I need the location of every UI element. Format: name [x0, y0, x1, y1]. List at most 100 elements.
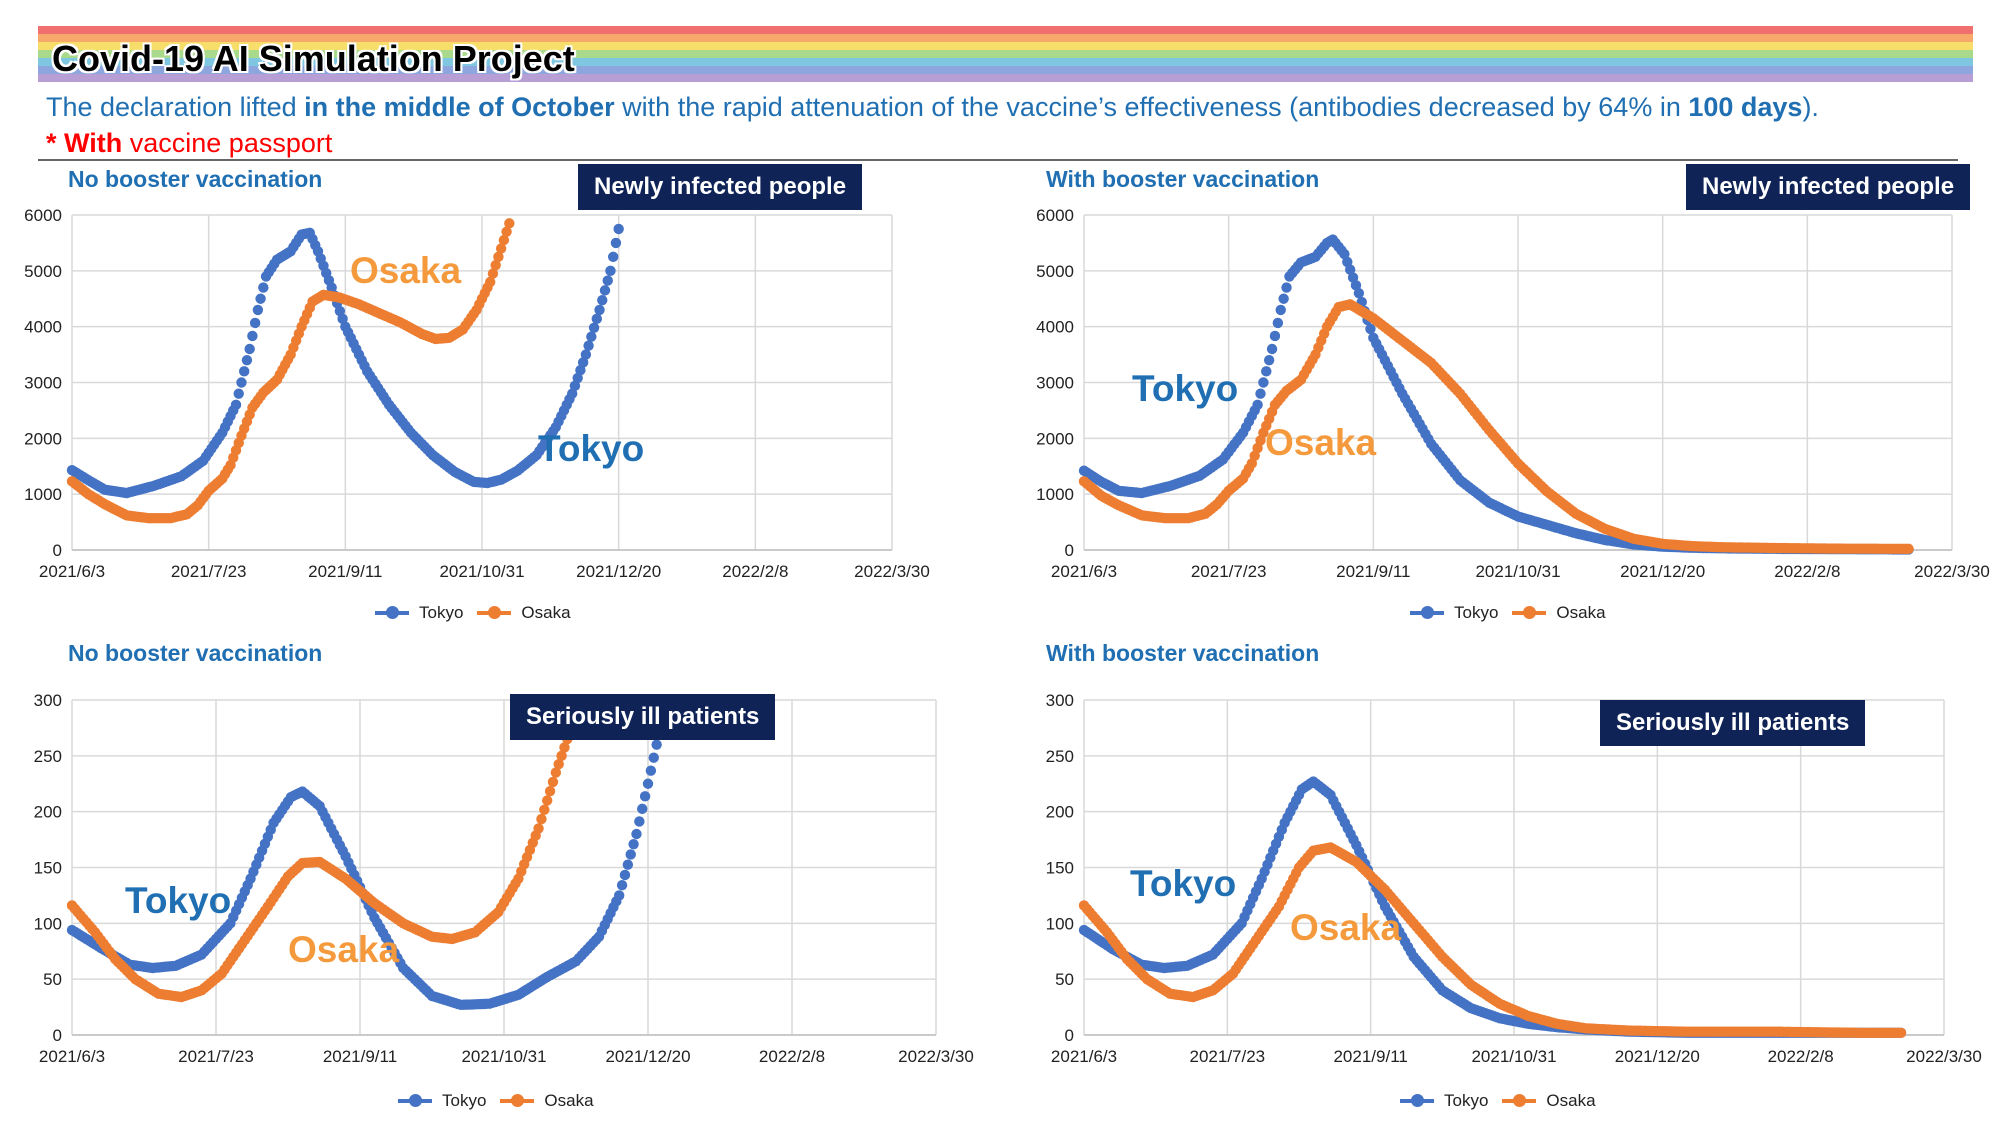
x-tick-label: 2021/12/20: [1620, 562, 1705, 581]
data-point-osaka: [553, 759, 564, 770]
callout-tokyo: Tokyo: [1132, 368, 1239, 409]
x-tick-label: 2022/3/30: [1906, 1047, 1982, 1066]
data-point-tokyo: [236, 377, 247, 388]
data-point-tokyo: [651, 739, 662, 750]
y-tick-label: 6000: [1036, 206, 1074, 225]
legend-swatch-osaka: [1502, 1094, 1537, 1107]
chart-badge: Newly infected people: [1686, 164, 1971, 210]
rainbow-stripe: [38, 74, 1973, 82]
legend-swatch-tokyo: [1410, 606, 1444, 619]
data-point-osaka: [547, 776, 559, 788]
y-tick-label: 0: [53, 1026, 62, 1045]
callout-osaka: Osaka: [288, 929, 400, 970]
data-point-tokyo: [586, 331, 597, 342]
callout-tokyo: Tokyo: [538, 428, 645, 469]
data-point-tokyo: [1350, 280, 1362, 291]
desc-part: ).: [1802, 92, 1819, 122]
desc-highlight: in the middle of October: [304, 92, 615, 122]
data-point-osaka: [539, 804, 550, 816]
y-tick-label: 50: [1055, 970, 1074, 989]
data-point-tokyo: [1365, 323, 1376, 335]
rainbow-stripe: [38, 42, 1973, 50]
chart-legend: Tokyo Osaka: [1410, 603, 1606, 623]
chart-svg: 0 1000 2000 3000 4000 5000 6000 2021/6/3 2021/7/…: [24, 206, 930, 581]
chart-badge: Newly infected people: [578, 164, 863, 210]
chart-legend: Tokyo Osaka: [375, 603, 571, 623]
data-point-tokyo: [1353, 287, 1365, 299]
x-tick-label: 2021/6/3: [39, 562, 105, 581]
desc-highlight: 100 days: [1688, 92, 1803, 122]
data-point-tokyo: [1342, 256, 1353, 268]
data-point-tokyo: [1278, 293, 1289, 304]
y-tick-label: 0: [1065, 541, 1074, 560]
data-point-osaka: [504, 218, 515, 229]
legend-swatch-tokyo: [398, 1094, 432, 1107]
chart-legend: Tokyo Osaka: [1400, 1091, 1596, 1111]
callout-osaka: Osaka: [1265, 422, 1377, 463]
y-tick-label: 6000: [24, 206, 62, 225]
desc-part: The declaration lifted: [46, 92, 305, 122]
y-tick-label: 4000: [1036, 318, 1074, 337]
y-tick-label: 250: [1046, 747, 1074, 766]
data-point-tokyo: [1258, 377, 1269, 388]
rainbow-stripe: [38, 26, 1973, 34]
x-tick-label: 2021/9/11: [1333, 1047, 1407, 1066]
data-point-tokyo: [1255, 388, 1266, 399]
callout-osaka: Osaka: [350, 250, 462, 291]
y-tick-label: 50: [43, 970, 62, 989]
data-point-tokyo: [258, 282, 269, 293]
data-point-tokyo: [591, 313, 602, 325]
data-point-osaka: [559, 742, 570, 753]
data-point-tokyo: [1275, 304, 1286, 316]
data-point-tokyo: [610, 237, 622, 249]
rainbow-stripe: [38, 66, 1973, 74]
y-tick-label: 2000: [24, 429, 62, 448]
legend-label-tokyo: Tokyo: [419, 603, 464, 622]
legend-swatch-tokyo: [375, 606, 409, 619]
data-point-tokyo: [1272, 317, 1284, 329]
data-point-tokyo: [580, 349, 592, 360]
data-point-tokyo: [588, 322, 600, 333]
data-point-tokyo: [252, 304, 264, 316]
y-tick-label: 300: [1046, 691, 1074, 710]
description: The declaration lifted in the middle of …: [46, 92, 1819, 123]
data-point-osaka: [542, 795, 553, 806]
legend-label-tokyo: Tokyo: [1454, 603, 1499, 622]
data-point-tokyo: [637, 803, 648, 815]
x-tick-label: 2021/7/23: [171, 562, 247, 581]
data-point-tokyo: [244, 343, 255, 355]
series-osaka: [1078, 842, 1907, 1038]
data-point-tokyo: [337, 313, 348, 325]
data-point-tokyo: [334, 305, 346, 317]
y-tick-label: 5000: [24, 262, 62, 281]
data-point-tokyo: [572, 372, 583, 384]
data-point-tokyo: [645, 765, 657, 776]
series-osaka: [1078, 299, 1914, 555]
x-tick-label: 2021/10/31: [461, 1047, 546, 1066]
legend-swatch-osaka: [477, 606, 512, 619]
data-point-tokyo: [1269, 330, 1281, 342]
data-point-osaka: [533, 823, 544, 834]
x-tick-label: 2022/3/30: [854, 562, 930, 581]
data-point-tokyo: [628, 839, 639, 850]
data-point-osaka: [485, 276, 496, 288]
chart-subtitle: No booster vaccination: [68, 166, 323, 192]
data-point-tokyo: [1339, 248, 1350, 260]
data-point-tokyo: [567, 388, 578, 399]
chart-subtitle: With booster vaccination: [1046, 166, 1320, 192]
legend-label-osaka: Osaka: [1546, 1091, 1596, 1110]
data-point-tokyo: [616, 879, 628, 891]
data-point-osaka: [1895, 1027, 1907, 1038]
data-point-osaka: [498, 234, 510, 246]
legend-label-osaka: Osaka: [1556, 603, 1606, 622]
x-tick-label: 2021/6/3: [39, 1047, 105, 1066]
chart-gridlines: [71, 699, 937, 1036]
x-tick-label: 2021/6/3: [1051, 562, 1117, 581]
legend-swatch-tokyo: [1400, 1094, 1434, 1107]
y-tick-label: 150: [34, 859, 62, 878]
data-point-osaka: [550, 767, 562, 778]
rainbow-banner: [38, 26, 1973, 90]
chart-svg: 0 1000 2000 3000 4000 5000 6000 2021/6/3 2021/7/…: [1036, 206, 1990, 581]
data-point-tokyo: [326, 282, 337, 293]
x-tick-label: 2021/7/23: [178, 1047, 254, 1066]
